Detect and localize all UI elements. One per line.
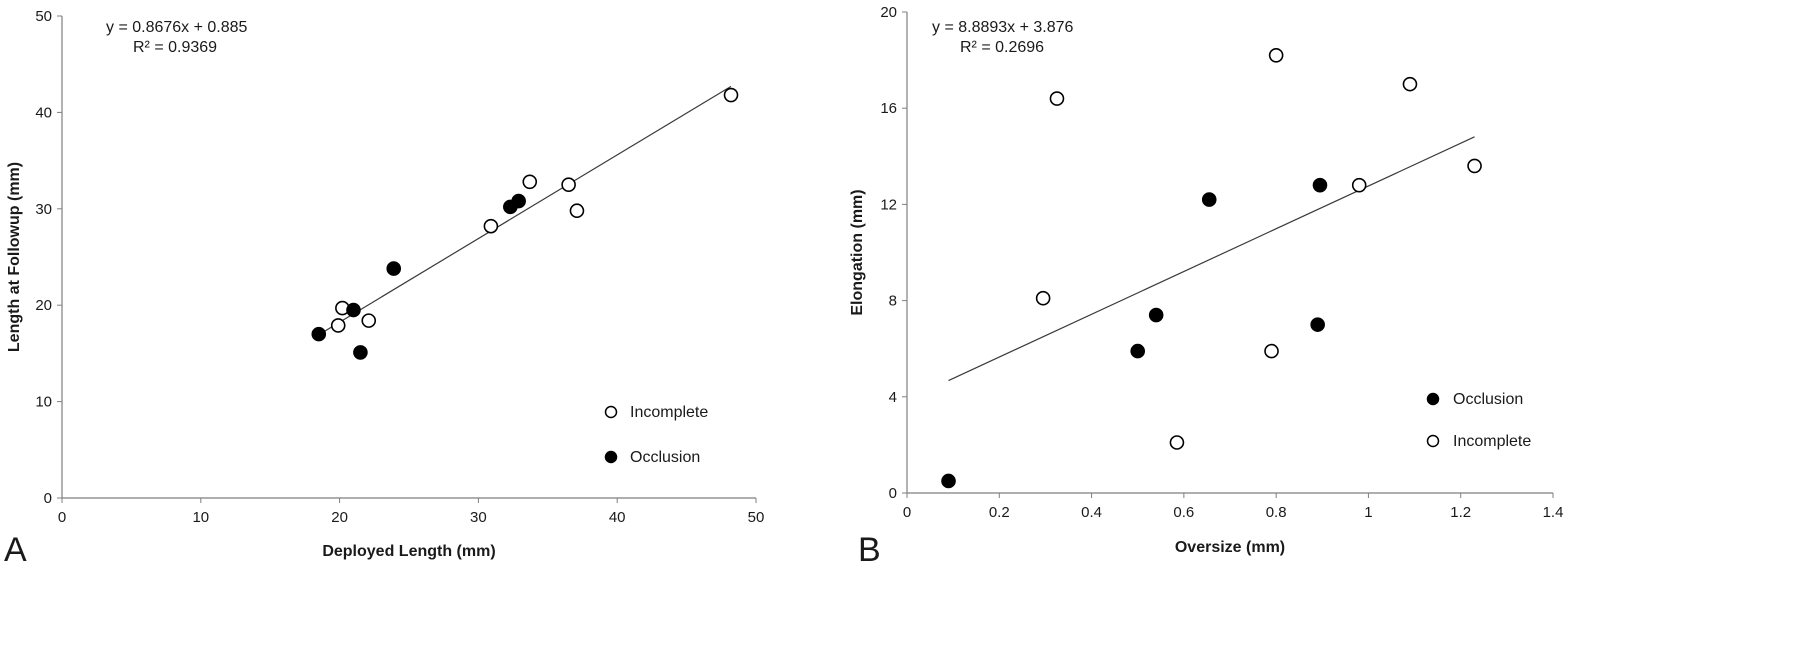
charta-x-tick-label: 50	[748, 509, 765, 526]
chartb-x-axis-title: Oversize (mm)	[1175, 539, 1285, 556]
charta-legend-marker-incomplete	[604, 405, 618, 419]
charta-point-incomplete	[723, 87, 739, 103]
charta-y-tick-label: 40	[35, 104, 52, 121]
chartb-x-tick-label: 0.6	[1173, 504, 1194, 521]
charta-point-occlusion	[346, 302, 361, 318]
chartb-x-tick-label: 0	[903, 504, 911, 521]
charta-point-occlusion	[353, 345, 368, 360]
charta-point-occlusion	[511, 193, 526, 209]
chartb-legend-label-incomplete: Incomplete	[1453, 433, 1531, 450]
charta-panel-label: A	[4, 531, 27, 569]
chartb-point-incomplete	[1402, 76, 1418, 92]
chartb-point-occlusion	[1201, 192, 1217, 207]
charta-point-incomplete	[522, 174, 538, 190]
charta-y-axis-title: Length at Followup (mm)	[6, 162, 23, 352]
charta-y-tick-label: 30	[35, 201, 52, 218]
charta-trendline	[318, 85, 732, 336]
charta-x-tick-label: 30	[470, 509, 487, 526]
charta-point-incomplete	[569, 203, 585, 219]
charta-legend-label-incomplete: Incomplete	[630, 404, 708, 421]
chartb-x-tick-label: 0.8	[1266, 504, 1287, 521]
charta-equation: y = 0.8676x + 0.885	[106, 19, 248, 36]
chartb-point-occlusion	[1148, 307, 1164, 323]
chartb-point-incomplete	[1264, 343, 1279, 359]
charta-y-tick-label: 10	[35, 394, 52, 411]
chartb-x-tick-label: 1	[1364, 504, 1372, 521]
chartb-x-tick-label: 0.4	[1081, 504, 1102, 521]
chartb-y-tick-label: 8	[889, 293, 897, 310]
charta-point-occlusion	[311, 326, 327, 342]
charta-point-incomplete	[330, 318, 346, 333]
chartb-panel-label: B	[858, 531, 881, 569]
chartb-y-axis-title: Elongation (mm)	[849, 189, 866, 315]
chartb-trendline	[948, 136, 1475, 382]
charta-x-tick-label: 0	[58, 509, 66, 526]
chartb-point-incomplete	[1035, 290, 1051, 306]
chartb-legend-label-occlusion: Occlusion	[1453, 391, 1523, 408]
charta-legend-label-occlusion: Occlusion	[630, 449, 700, 466]
charta-x-tick-label: 20	[331, 509, 348, 526]
charta-legend-marker-occlusion	[604, 450, 618, 464]
chartb-y-tick-label: 16	[880, 100, 897, 117]
charta-x-axis-title: Deployed Length (mm)	[322, 543, 495, 560]
chartb-legend-marker-occlusion	[1426, 392, 1440, 406]
charta-point-occlusion	[386, 261, 402, 276]
chartb-x-tick-label: 1.4	[1543, 504, 1564, 521]
chartb-legend-marker-incomplete	[1426, 434, 1440, 448]
chartb-y-tick-label: 20	[880, 4, 897, 21]
chartb-y-tick-label: 12	[880, 196, 897, 213]
charta-y-tick-label: 20	[35, 297, 52, 314]
charta-r-squared: R² = 0.9369	[133, 39, 217, 56]
charta-y-tick-label: 50	[35, 8, 52, 25]
charta-x-tick-label: 10	[192, 509, 209, 526]
chartb-point-incomplete	[1351, 177, 1367, 193]
chartb-x-tick-label: 1.2	[1450, 504, 1471, 521]
charta-x-tick-label: 40	[609, 509, 626, 526]
chartb-x-tick-label: 0.2	[989, 504, 1010, 521]
chartb-point-incomplete	[1467, 158, 1482, 174]
charta-point-incomplete	[561, 177, 576, 192]
chartb-point-occlusion	[1310, 317, 1325, 332]
chartb-point-occlusion	[941, 473, 956, 489]
charta-y-tick-label: 0	[44, 490, 52, 507]
chartb-y-tick-label: 4	[889, 389, 897, 406]
chartb-r-squared: R² = 0.2696	[960, 39, 1044, 56]
charta-point-incomplete	[361, 313, 377, 328]
chartb-y-tick-label: 0	[889, 485, 897, 502]
chartb-equation: y = 8.8893x + 3.876	[932, 19, 1074, 36]
chartb-point-incomplete	[1169, 435, 1185, 450]
chartb-point-incomplete	[1049, 91, 1065, 106]
charta-point-incomplete	[483, 218, 499, 234]
chartb-point-incomplete	[1268, 47, 1284, 63]
chartb-point-occlusion	[1130, 343, 1146, 359]
chartb-point-occlusion	[1312, 177, 1328, 193]
